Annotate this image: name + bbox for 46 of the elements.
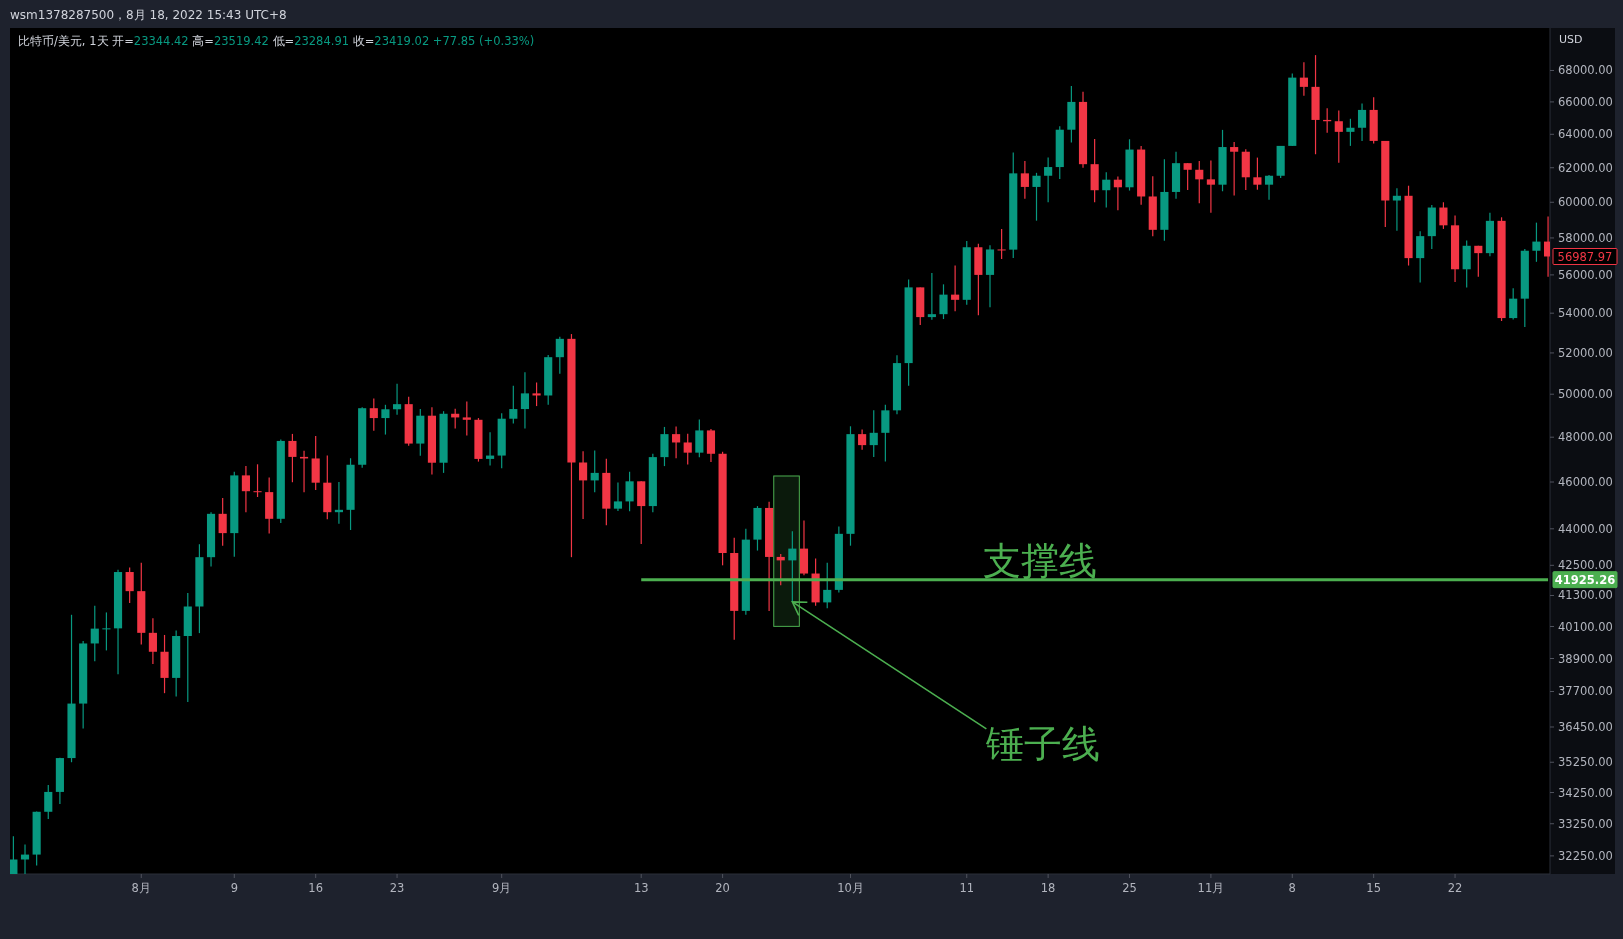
x-tick-label: 18 — [1040, 881, 1056, 895]
ylabel: USD — [1559, 33, 1583, 46]
y-tick-label: 68000.00 — [1558, 63, 1613, 78]
x-tick-label: 16 — [308, 881, 323, 895]
x-tick-label: 8 — [1288, 881, 1296, 895]
y-tick-label: 50000.00 — [1558, 387, 1613, 402]
annotation: 56987.97 — [1557, 249, 1613, 264]
x-tick-label: 25 — [1122, 881, 1137, 895]
y-tick-label: 60000.00 — [1558, 195, 1613, 210]
x-tick-label: 9 — [230, 881, 238, 895]
y-tick-label: 54000.00 — [1558, 306, 1613, 321]
x-tick-label: 15 — [1366, 881, 1381, 895]
y-tick-label: 62000.00 — [1558, 160, 1613, 175]
y-tick-label: 42500.00 — [1558, 558, 1613, 573]
series-name: 支撑线 — [983, 539, 1098, 582]
x-tick-label: 9月 — [492, 881, 512, 895]
y-tick-label: 37700.00 — [1558, 684, 1613, 699]
y-tick-label: 44000.00 — [1558, 521, 1613, 536]
price-label: 56987.97 — [1552, 248, 1618, 265]
y-tick-label: 36450.00 — [1558, 720, 1613, 734]
x-tick-label: 11 — [959, 881, 975, 895]
y-tick-label: 35250.00 — [1558, 755, 1613, 770]
annotation: 锤子线 — [985, 722, 1101, 765]
y-tick-label: 64000.00 — [1558, 127, 1613, 142]
subtitle: 比特币/美元, 1天 开=23344.42 高=23519.42 低=23284.91 收=23419.02 +77.85 (+0.33%) — [18, 34, 535, 48]
y-tick-label: 32250.00 — [1558, 848, 1613, 863]
y-tick-label: 56000.00 — [1558, 267, 1613, 282]
x-tick-label: 13 — [633, 881, 649, 895]
y-tick-label: 34250.00 — [1558, 785, 1613, 800]
y-tick-label: 48000.00 — [1558, 430, 1613, 445]
x-tick-label: 8月 — [131, 881, 151, 895]
y-tick-label: 66000.00 — [1558, 94, 1613, 109]
x-tick-label: 10月 — [837, 881, 864, 895]
y-tick-label: 40100.00 — [1558, 619, 1613, 634]
y-tick-label: 58000.00 — [1558, 230, 1613, 245]
y-tick-label: 46000.00 — [1558, 475, 1613, 489]
y-tick-label: 33250.00 — [1558, 816, 1613, 831]
y-tick-label: 38900.00 — [1558, 651, 1613, 666]
x-tick-label: 22 — [1447, 881, 1463, 895]
title: wsm1378287500，8月 18, 2022 15:43 UTC+8 — [10, 8, 287, 22]
x-tick-label: 11月 — [1197, 881, 1225, 895]
x-tick-label: 23 — [389, 881, 405, 895]
price-label: 41925.26 — [1552, 571, 1618, 589]
x-tick-label: 20 — [715, 881, 730, 895]
y-tick-label: 41300.00 — [1558, 588, 1613, 603]
y-tick-label: 52000.00 — [1558, 345, 1613, 360]
